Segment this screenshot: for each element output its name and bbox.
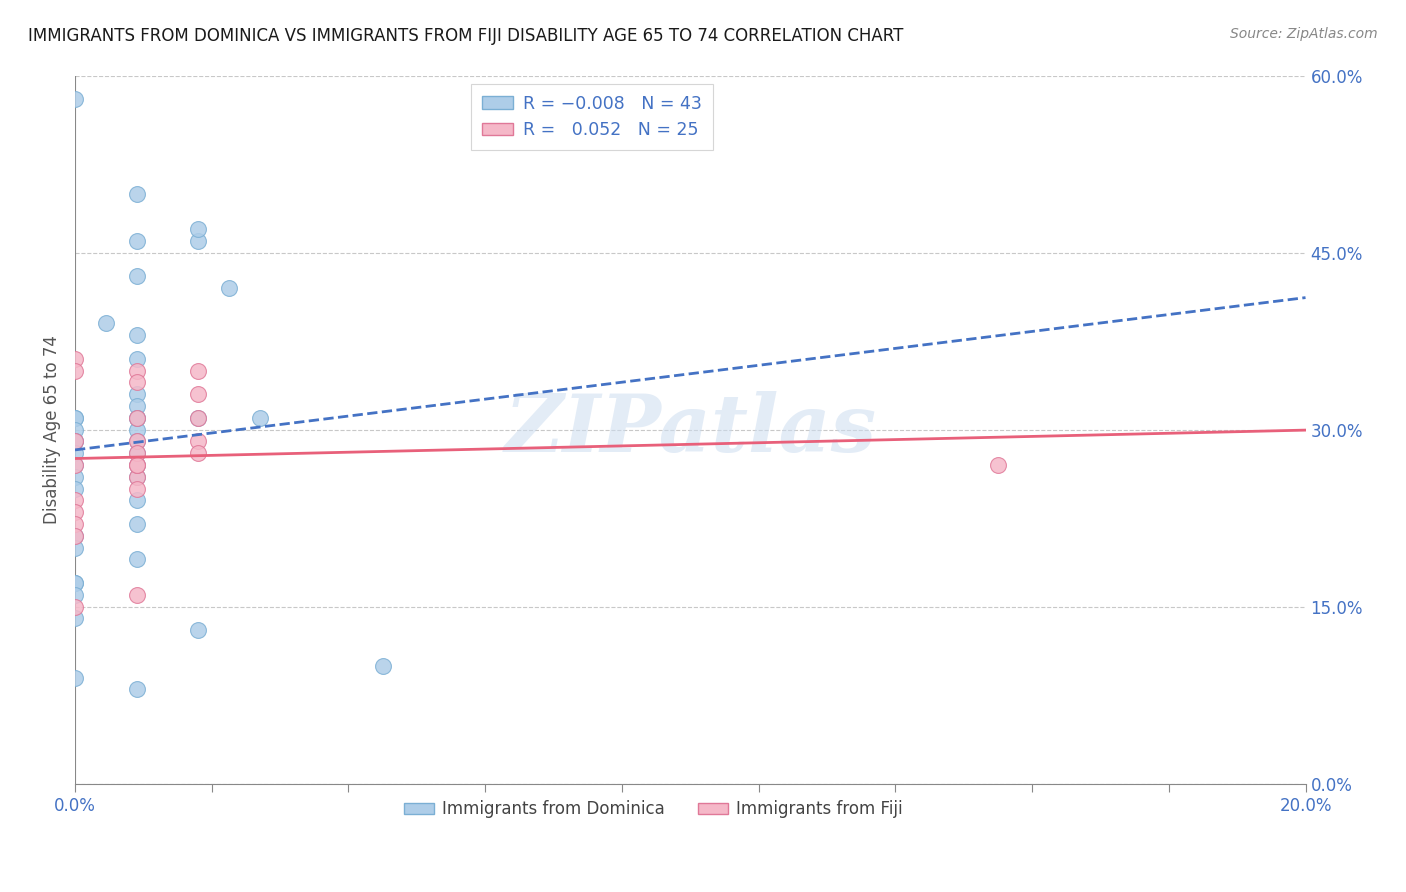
Point — [63, 410, 86, 425]
Text: ZIPatlas: ZIPatlas — [505, 391, 876, 468]
Point — [63, 434, 86, 449]
Point — [125, 434, 148, 449]
Point — [125, 552, 148, 566]
Point — [125, 493, 148, 508]
Point — [94, 317, 117, 331]
Point — [371, 658, 394, 673]
Point — [125, 517, 148, 532]
Point — [63, 529, 86, 543]
Point — [63, 529, 86, 543]
Point — [125, 446, 148, 460]
Point — [125, 482, 148, 496]
Point — [125, 269, 148, 284]
Point — [125, 682, 148, 697]
Point — [63, 351, 86, 366]
Point — [125, 588, 148, 602]
Point — [187, 387, 209, 401]
Point — [187, 410, 209, 425]
Point — [63, 458, 86, 472]
Point — [63, 482, 86, 496]
Point — [125, 410, 148, 425]
Text: Source: ZipAtlas.com: Source: ZipAtlas.com — [1230, 27, 1378, 41]
Point — [125, 446, 148, 460]
Point — [249, 410, 271, 425]
Point — [125, 470, 148, 484]
Point — [125, 410, 148, 425]
Legend: Immigrants from Dominica, Immigrants from Fiji: Immigrants from Dominica, Immigrants fro… — [396, 794, 910, 825]
Point — [187, 446, 209, 460]
Point — [125, 328, 148, 343]
Point — [63, 434, 86, 449]
Point — [125, 458, 148, 472]
Point — [63, 588, 86, 602]
Point — [125, 363, 148, 377]
Point — [63, 446, 86, 460]
Point — [63, 423, 86, 437]
Point — [125, 410, 148, 425]
Point — [63, 576, 86, 591]
Point — [125, 434, 148, 449]
Point — [987, 458, 1010, 472]
Point — [125, 186, 148, 201]
Text: IMMIGRANTS FROM DOMINICA VS IMMIGRANTS FROM FIJI DISABILITY AGE 65 TO 74 CORRELA: IMMIGRANTS FROM DOMINICA VS IMMIGRANTS F… — [28, 27, 904, 45]
Point — [125, 423, 148, 437]
Point — [125, 458, 148, 472]
Point — [125, 399, 148, 413]
Y-axis label: Disability Age 65 to 74: Disability Age 65 to 74 — [44, 335, 60, 524]
Point — [63, 92, 86, 106]
Point — [187, 434, 209, 449]
Point — [187, 624, 209, 638]
Point — [187, 222, 209, 236]
Point — [63, 671, 86, 685]
Point — [63, 470, 86, 484]
Point — [63, 576, 86, 591]
Point — [63, 517, 86, 532]
Point — [187, 363, 209, 377]
Point — [187, 410, 209, 425]
Point — [125, 234, 148, 248]
Point — [125, 458, 148, 472]
Point — [63, 493, 86, 508]
Point — [63, 458, 86, 472]
Point — [63, 599, 86, 614]
Point — [187, 234, 209, 248]
Point — [63, 505, 86, 519]
Point — [63, 434, 86, 449]
Point — [63, 611, 86, 625]
Point — [63, 541, 86, 555]
Point — [125, 376, 148, 390]
Point — [218, 281, 240, 295]
Point — [63, 363, 86, 377]
Point — [125, 470, 148, 484]
Point — [125, 351, 148, 366]
Point — [63, 410, 86, 425]
Point — [125, 387, 148, 401]
